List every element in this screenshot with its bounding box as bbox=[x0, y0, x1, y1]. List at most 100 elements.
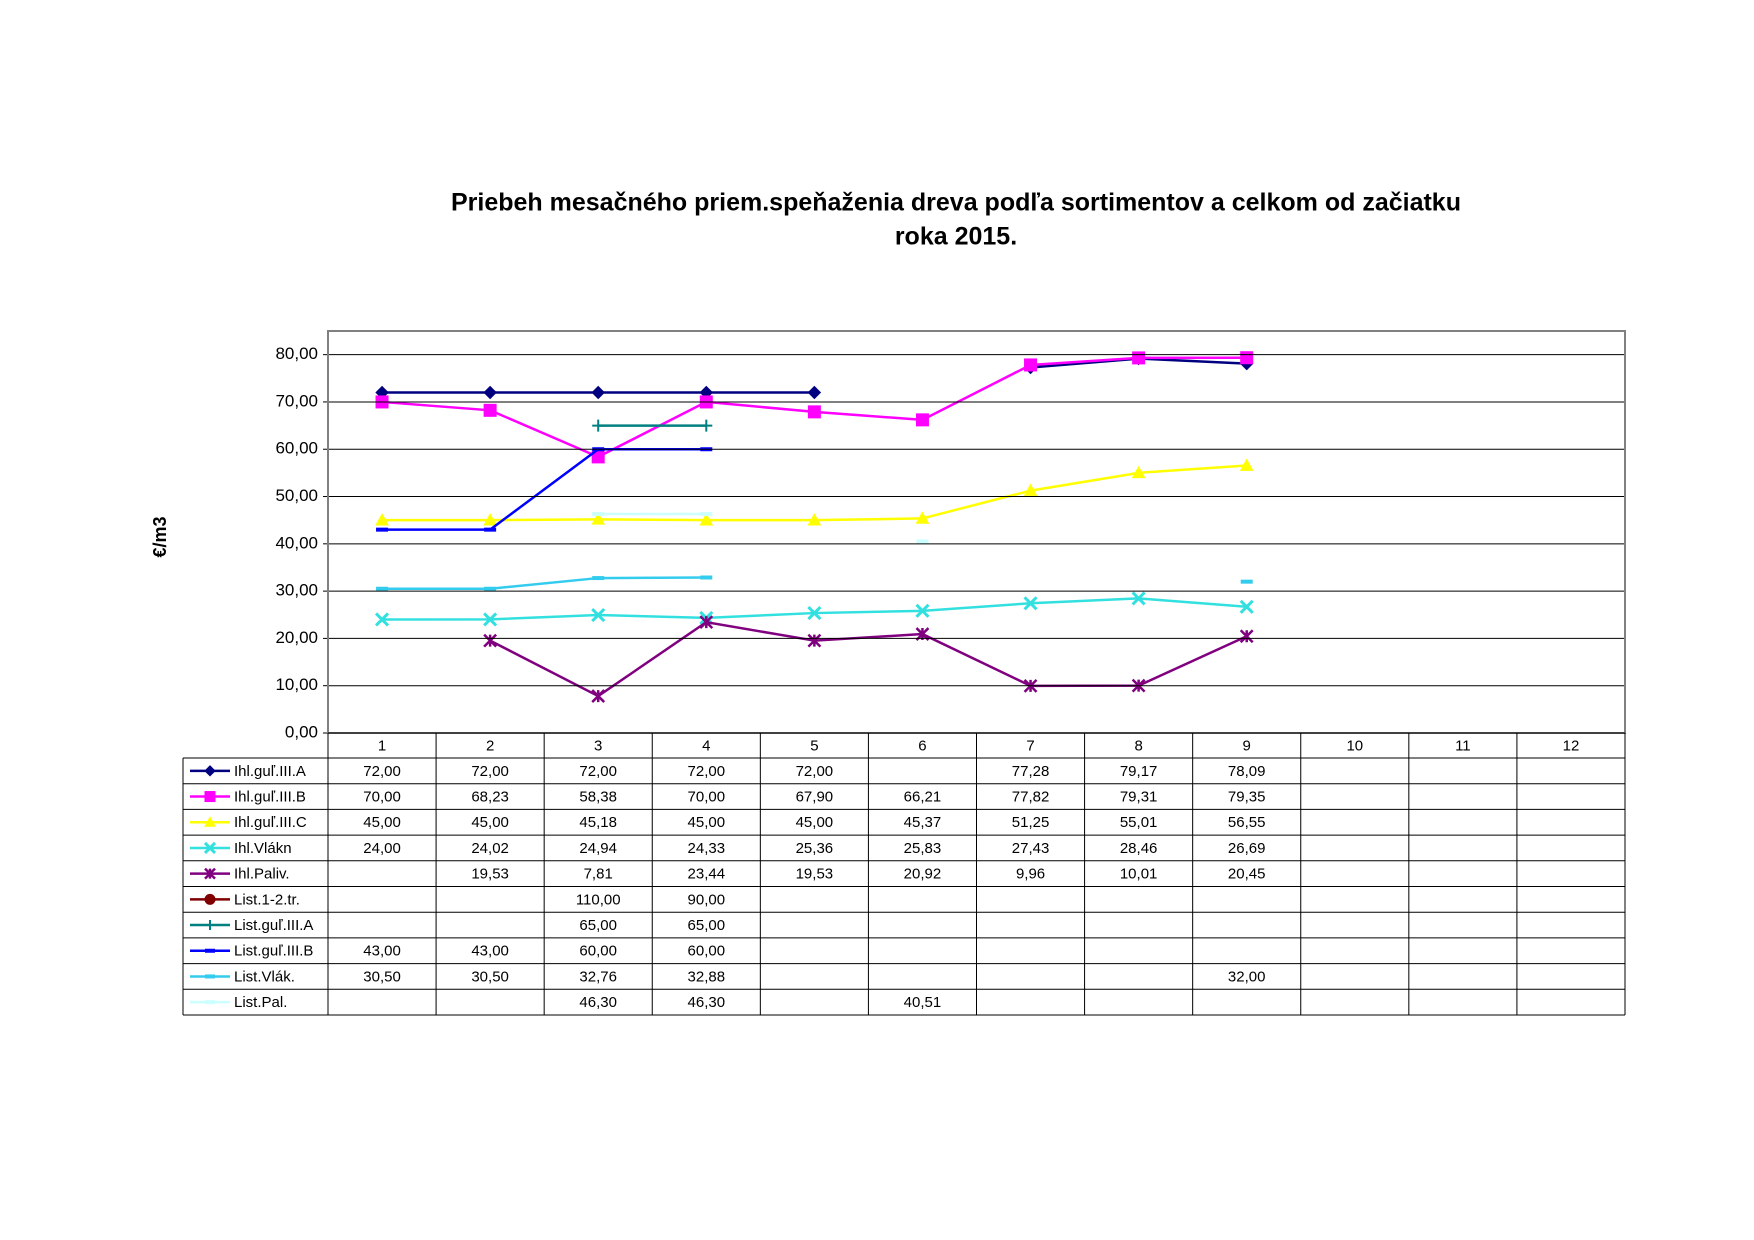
marker bbox=[1239, 629, 1254, 644]
marker bbox=[591, 385, 605, 400]
table-cell: 7,81 bbox=[584, 866, 613, 883]
x-tick-label: 10 bbox=[1346, 737, 1363, 754]
marker bbox=[1023, 596, 1038, 611]
table-cell: 65,00 bbox=[579, 917, 617, 934]
table-cell: 25,83 bbox=[904, 840, 942, 857]
table-cell: 51,25 bbox=[1012, 814, 1050, 831]
x-tick-label: 12 bbox=[1563, 737, 1580, 754]
marker bbox=[807, 606, 822, 621]
marker bbox=[699, 513, 714, 526]
marker bbox=[1131, 465, 1146, 479]
table-cell: 60,00 bbox=[579, 943, 617, 960]
marker bbox=[1131, 591, 1146, 606]
table-cell: 45,00 bbox=[688, 814, 726, 831]
marker bbox=[483, 513, 497, 526]
marker bbox=[204, 791, 216, 803]
x-tick-label: 5 bbox=[810, 737, 818, 754]
x-tick-label: 8 bbox=[1134, 737, 1142, 754]
table-cell: 70,00 bbox=[363, 789, 401, 806]
table-cell: 19,53 bbox=[471, 866, 509, 883]
table-cell: 72,00 bbox=[796, 763, 834, 780]
table-cell: 77,28 bbox=[1012, 763, 1050, 780]
marker bbox=[483, 385, 497, 400]
table-cell: 32,00 bbox=[1228, 968, 1266, 985]
table-cell: 65,00 bbox=[688, 917, 726, 934]
x-tick-label: 11 bbox=[1455, 737, 1471, 754]
marker bbox=[483, 403, 497, 417]
y-tick-label: 30,00 bbox=[275, 581, 318, 600]
table-cell: 24,33 bbox=[688, 840, 726, 857]
table-cell: 9,96 bbox=[1016, 866, 1045, 883]
marker bbox=[374, 612, 390, 627]
table-cell: 46,30 bbox=[579, 994, 617, 1011]
table-cell: 19,53 bbox=[796, 866, 834, 883]
legend-label: List.Vlák. bbox=[234, 968, 295, 985]
table-cell: 79,35 bbox=[1228, 789, 1266, 806]
legend-label: List.1-2.tr. bbox=[234, 891, 300, 908]
marker bbox=[807, 385, 822, 400]
table-cell: 67,90 bbox=[796, 789, 834, 806]
marker bbox=[1024, 358, 1038, 372]
marker bbox=[807, 405, 821, 419]
marker bbox=[591, 689, 606, 703]
x-tick-label: 4 bbox=[702, 737, 710, 754]
table-cell: 23,44 bbox=[688, 866, 726, 883]
marker bbox=[1240, 351, 1254, 365]
table-cell: 43,00 bbox=[363, 943, 401, 960]
marker bbox=[915, 413, 929, 427]
table-cell: 43,00 bbox=[471, 943, 509, 960]
marker bbox=[483, 633, 498, 648]
table-cell: 46,30 bbox=[688, 994, 726, 1011]
x-tick-label: 2 bbox=[486, 737, 494, 754]
marker bbox=[591, 607, 606, 623]
table-cell: 45,18 bbox=[579, 814, 617, 831]
marker bbox=[204, 867, 216, 880]
table-cell: 32,88 bbox=[688, 968, 726, 985]
x-tick-label: 9 bbox=[1243, 737, 1251, 754]
table-cell: 25,36 bbox=[796, 840, 834, 857]
marker bbox=[203, 841, 217, 855]
table-cell: 30,50 bbox=[471, 968, 509, 985]
table-cell: 90,00 bbox=[688, 891, 726, 908]
table-cell: 77,82 bbox=[1012, 789, 1050, 806]
x-tick-label: 7 bbox=[1026, 737, 1034, 754]
table-cell: 45,37 bbox=[904, 814, 942, 831]
marker bbox=[204, 816, 216, 827]
legend-label: Ihl.guľ.III.A bbox=[234, 763, 306, 780]
table-cell: 72,00 bbox=[363, 763, 401, 780]
marker bbox=[915, 511, 930, 524]
marker bbox=[915, 603, 930, 618]
x-tick-label: 6 bbox=[918, 737, 926, 754]
marker bbox=[1239, 599, 1254, 614]
table-cell: 110,00 bbox=[576, 891, 621, 908]
table-cell: 24,00 bbox=[363, 840, 401, 857]
y-tick-label: 20,00 bbox=[275, 628, 318, 647]
y-tick-label: 0,00 bbox=[285, 722, 318, 741]
chart-title: Priebeh mesačného priem.speňaženia dreva… bbox=[451, 189, 1461, 217]
marker bbox=[807, 513, 822, 526]
table-cell: 28,46 bbox=[1120, 840, 1158, 857]
table-cell: 45,00 bbox=[471, 814, 509, 831]
table-cell: 70,00 bbox=[688, 789, 726, 806]
x-tick-label: 3 bbox=[594, 737, 602, 754]
legend-label: Ihl.guľ.III.C bbox=[234, 814, 307, 831]
table-cell: 10,01 bbox=[1120, 866, 1158, 883]
y-tick-label: 40,00 bbox=[275, 533, 318, 552]
marker bbox=[807, 633, 822, 648]
marker bbox=[1132, 351, 1146, 365]
table-cell: 58,38 bbox=[579, 789, 617, 806]
table-cell: 40,51 bbox=[904, 994, 942, 1011]
table-cell: 20,45 bbox=[1228, 866, 1266, 883]
chart-title: roka 2015. bbox=[895, 223, 1017, 251]
y-tick-label: 80,00 bbox=[275, 344, 318, 363]
marker bbox=[483, 612, 498, 627]
marker bbox=[375, 513, 389, 526]
marker bbox=[205, 920, 215, 931]
marker bbox=[204, 765, 216, 777]
y-tick-label: 60,00 bbox=[275, 439, 318, 458]
table-cell: 20,92 bbox=[904, 866, 942, 883]
table-cell: 27,43 bbox=[1012, 840, 1050, 857]
table-cell: 68,23 bbox=[471, 789, 509, 806]
marker bbox=[592, 419, 605, 432]
y-tick-label: 50,00 bbox=[275, 486, 318, 505]
